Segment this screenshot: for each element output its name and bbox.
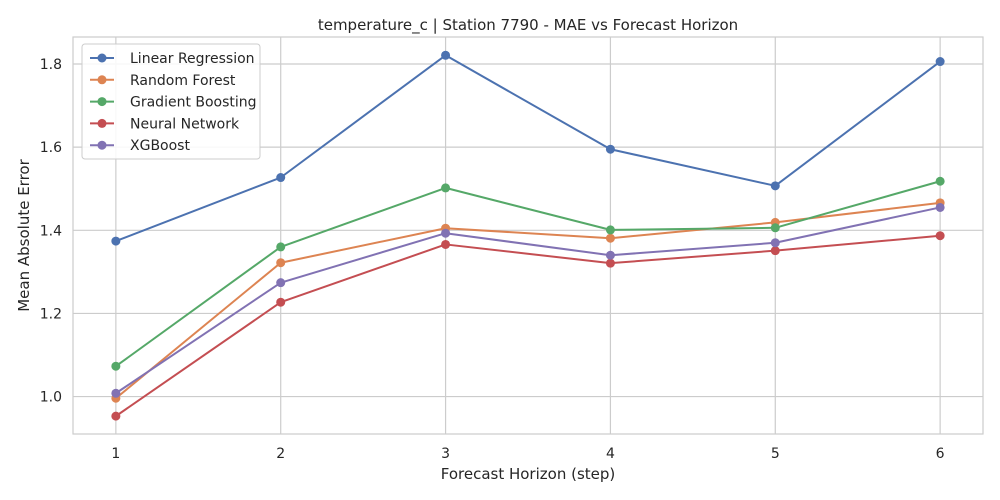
data-point — [111, 361, 121, 371]
legend-label: Gradient Boosting — [130, 95, 257, 111]
legend-item: Linear Regression — [90, 51, 255, 67]
data-point — [605, 258, 615, 268]
data-point — [276, 297, 286, 307]
data-point — [276, 242, 286, 252]
x-tick-label: 6 — [936, 446, 945, 462]
x-axis-label: Forecast Horizon (step) — [441, 465, 616, 483]
series-linear-regression — [111, 50, 945, 246]
data-point — [770, 223, 780, 233]
data-point — [111, 388, 121, 398]
y-tick-label: 1.6 — [40, 140, 62, 156]
legend-label: Linear Regression — [130, 51, 255, 67]
series-line — [115, 54, 941, 243]
x-tick-label: 4 — [606, 446, 615, 462]
legend-label: Neural Network — [130, 116, 240, 132]
data-point — [770, 238, 780, 248]
series-line — [115, 206, 941, 395]
legend-box — [81, 43, 261, 160]
series-layer — [111, 50, 945, 421]
legend: Linear Regression Random Forest Gradient B… — [81, 43, 261, 160]
data-point — [111, 411, 121, 421]
x-tick-label: 5 — [771, 446, 780, 462]
data-point — [770, 246, 780, 256]
series-xgboost — [111, 202, 945, 398]
y-axis-label: Mean Absolute Error — [15, 158, 33, 311]
series-line — [115, 201, 941, 400]
y-tick-label: 1.2 — [40, 306, 62, 322]
data-point — [935, 202, 945, 212]
data-point — [276, 173, 286, 183]
y-tick-label: 1.0 — [40, 390, 62, 406]
data-point — [605, 233, 615, 243]
y-axis-ticks: 1.0 1.2 1.4 1.6 1.8 — [40, 57, 62, 406]
data-point — [935, 231, 945, 241]
legend-item: XGBoost — [90, 138, 190, 154]
x-tick-label: 1 — [111, 446, 120, 462]
data-point — [935, 57, 945, 67]
legend-label: XGBoost — [130, 138, 190, 154]
chart-title: temperature_c | Station 7790 - MAE vs Fo… — [318, 16, 738, 35]
data-point — [276, 278, 286, 288]
series-line — [115, 234, 941, 417]
data-point — [441, 183, 451, 193]
legend-marker — [97, 53, 107, 63]
legend-item: Gradient Boosting — [90, 95, 257, 111]
legend-marker — [97, 97, 107, 107]
plot-frame — [72, 36, 984, 435]
series-random-forest — [111, 198, 945, 403]
data-point — [111, 236, 121, 246]
x-tick-label: 2 — [276, 446, 285, 462]
legend-marker — [97, 140, 107, 150]
series-neural-network — [111, 231, 945, 421]
data-point — [770, 181, 780, 191]
data-point — [605, 250, 615, 260]
data-point — [605, 144, 615, 154]
series-line — [115, 180, 941, 368]
y-tick-label: 1.8 — [40, 57, 62, 73]
legend-marker — [97, 75, 107, 85]
legend-label: Random Forest — [130, 73, 236, 89]
y-tick-label: 1.4 — [40, 223, 62, 239]
x-axis-ticks: 1 2 3 4 5 6 — [111, 446, 944, 462]
legend-item: Neural Network — [90, 116, 240, 132]
data-point — [276, 258, 286, 268]
data-point — [441, 228, 451, 238]
legend-item: Random Forest — [90, 73, 236, 89]
data-point — [441, 50, 451, 60]
legend-marker — [97, 118, 107, 128]
series-gradient-boosting — [111, 176, 945, 371]
data-point — [935, 176, 945, 186]
data-point — [441, 239, 451, 249]
x-tick-label: 3 — [441, 446, 450, 462]
data-point — [605, 225, 615, 235]
